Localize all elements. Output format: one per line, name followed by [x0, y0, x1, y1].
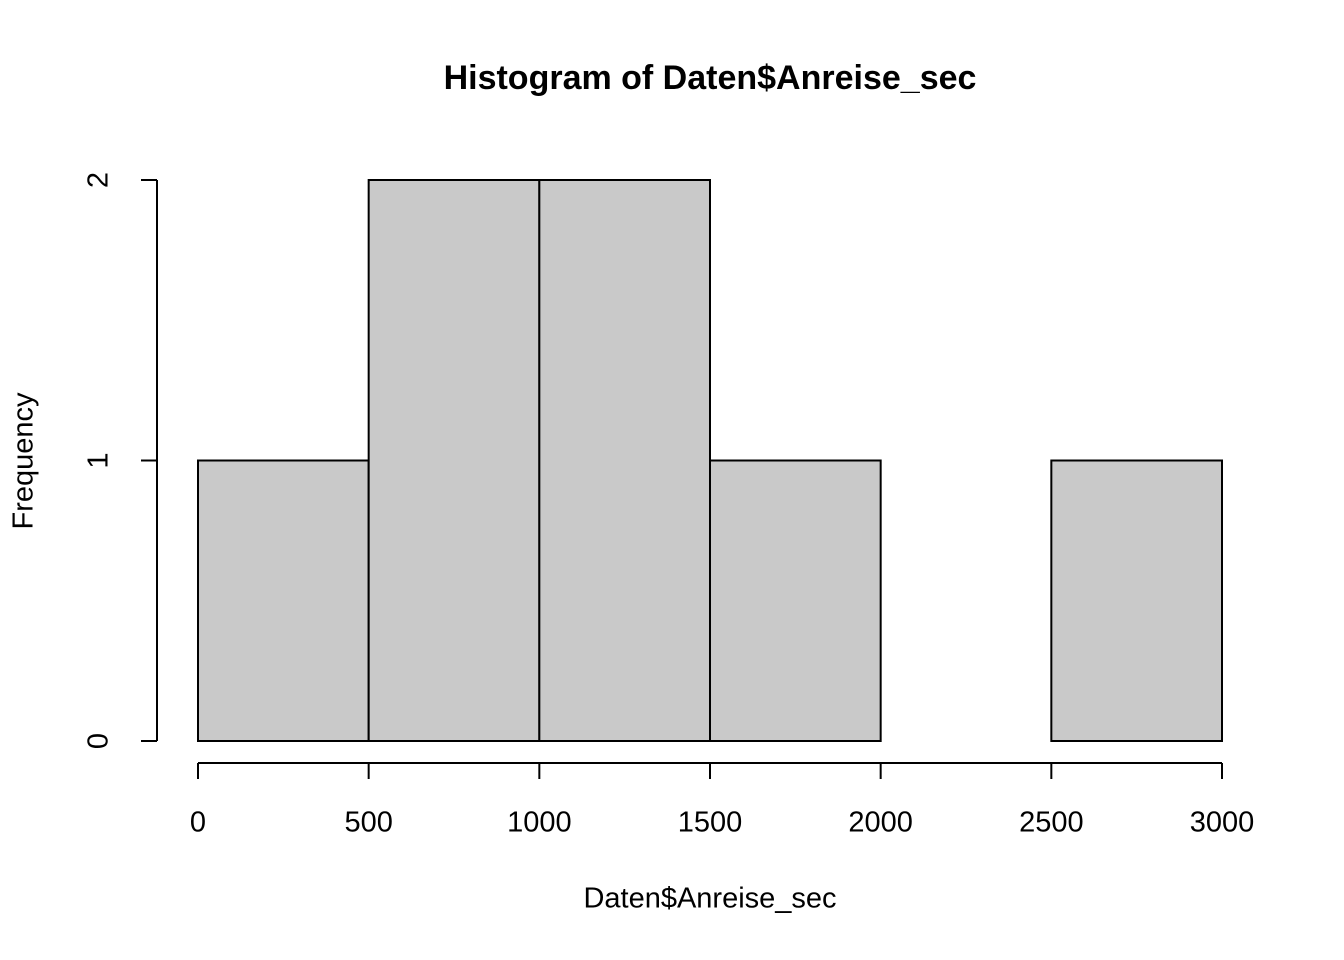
x-tick-label: 500	[344, 807, 392, 839]
chart-title: Histogram of Daten$Anreise_sec	[444, 59, 977, 97]
y-tick-label: 2	[83, 172, 115, 188]
y-tick-label: 1	[83, 452, 115, 468]
x-tick-label: 2500	[1019, 807, 1084, 839]
bar	[367, 179, 541, 742]
x-tick-label: 2000	[848, 807, 913, 839]
x-tick-label: 1000	[507, 807, 572, 839]
bar	[197, 459, 370, 742]
x-tick-label: 0	[190, 807, 206, 839]
x-axis-label: Daten$Anreise_sec	[583, 883, 836, 915]
bar	[538, 179, 711, 742]
x-tick-label: 3000	[1190, 807, 1255, 839]
x-tick-label: 1500	[678, 807, 743, 839]
bar	[1050, 459, 1224, 742]
y-axis-label: Frequency	[8, 392, 40, 530]
y-tick-label: 0	[83, 733, 115, 749]
bar	[709, 459, 882, 742]
